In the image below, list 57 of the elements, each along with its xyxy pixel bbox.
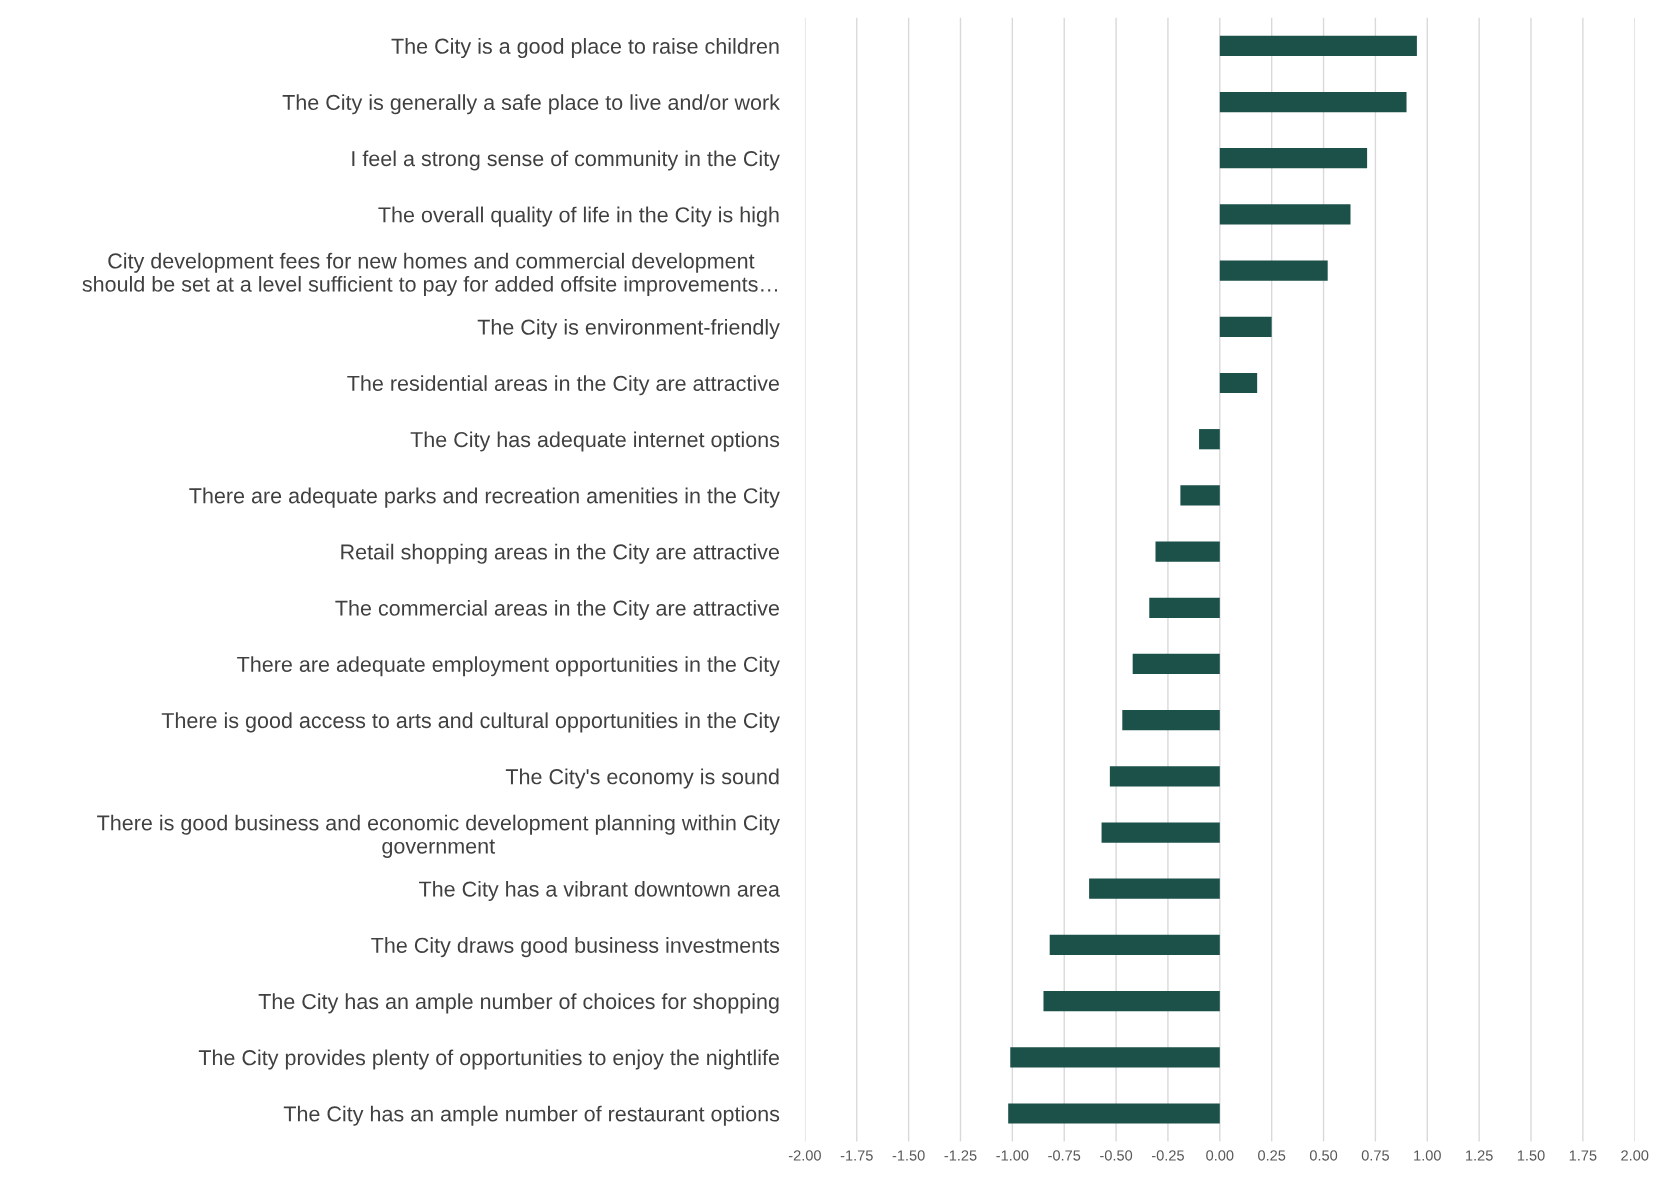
x-tick-label: 1.75 (1569, 1150, 1597, 1161)
x-tick-label: 0.75 (1361, 1150, 1389, 1161)
bar (1219, 148, 1368, 169)
bar (1008, 1103, 1220, 1124)
y-tick-label: The City has an ample number of choices for shopping (258, 993, 779, 1014)
bar (1101, 822, 1220, 843)
bar (1219, 316, 1272, 337)
y-tick-label: The City's economy is sound (505, 768, 779, 789)
x-tick-label: -1.25 (944, 1150, 977, 1161)
x-tick-label: -0.25 (1151, 1150, 1184, 1161)
x-tick-label: -0.50 (1100, 1150, 1133, 1161)
y-tick-label: The City is environment-friendly (477, 319, 780, 340)
bar (1089, 878, 1220, 899)
x-tick-label: -1.00 (996, 1150, 1029, 1161)
x-tick-label: 2.00 (1621, 1150, 1649, 1161)
x-tick-label: 1.25 (1466, 1150, 1493, 1161)
bar (1199, 429, 1220, 450)
y-tick-label: Retail shopping areas in the City are attractive (341, 543, 779, 564)
bar (1049, 934, 1220, 956)
bar (1219, 372, 1258, 394)
y-tick-label: The overall quality of life in the City is high (378, 206, 779, 227)
bar (1122, 710, 1220, 731)
y-tick-label: There are adequate employment opportunities in the City (237, 656, 780, 677)
x-tick-label: 0.50 (1309, 1150, 1338, 1161)
y-tick-label: The City is generally a safe place to live and/or work (282, 94, 780, 115)
y-tick-label: There is good business and economic development planning within City government (97, 814, 780, 858)
y-tick-label: The City is a good place to raise children (391, 38, 779, 59)
y-tick-label: The City has an ample number of restaurant options (283, 1105, 780, 1126)
bar (1155, 541, 1220, 562)
x-tick-label: -1.75 (840, 1150, 873, 1161)
bar (1132, 653, 1220, 675)
x-tick-label: 1.50 (1517, 1150, 1545, 1161)
bar (1219, 204, 1351, 225)
bar (1219, 91, 1407, 113)
y-tick-label: I feel a strong sense of community in the City (352, 150, 780, 171)
x-tick-label: 0.00 (1206, 1150, 1234, 1161)
bar (1219, 35, 1417, 56)
y-tick-label: City development fees for new homes and commercial development should be set at a level sufficient to pay for added offsite improvements… (82, 252, 778, 297)
x-tick-label: -0.75 (1048, 1150, 1081, 1161)
bar (1109, 766, 1220, 787)
bar (1010, 1047, 1220, 1068)
x-tick-label: -2.00 (788, 1150, 821, 1161)
bar (1219, 260, 1328, 281)
y-tick-label: The City provides plenty of opportunities to enjoy the nightlife (198, 1049, 779, 1070)
x-tick-label: 1.00 (1414, 1150, 1441, 1161)
y-tick-label: There is good access to arts and cultural opportunities in the City (161, 712, 780, 733)
y-tick-label: The City draws good business investments (371, 937, 780, 958)
y-tick-label: The City has adequate internet options (410, 431, 780, 452)
y-tick-label: The residential areas in the City are attractive (347, 375, 779, 396)
y-tick-label: The commercial areas in the City are attractive (335, 599, 779, 621)
bar (1180, 485, 1220, 506)
y-tick-label: The City has a vibrant downtown area (419, 880, 780, 901)
x-tick-label: 0.25 (1258, 1150, 1286, 1161)
x-tick-label: -1.50 (892, 1150, 925, 1161)
bar (1149, 597, 1220, 618)
bar (1043, 991, 1220, 1012)
y-tick-label: There are adequate parks and recreation amenities in the City (189, 487, 780, 508)
